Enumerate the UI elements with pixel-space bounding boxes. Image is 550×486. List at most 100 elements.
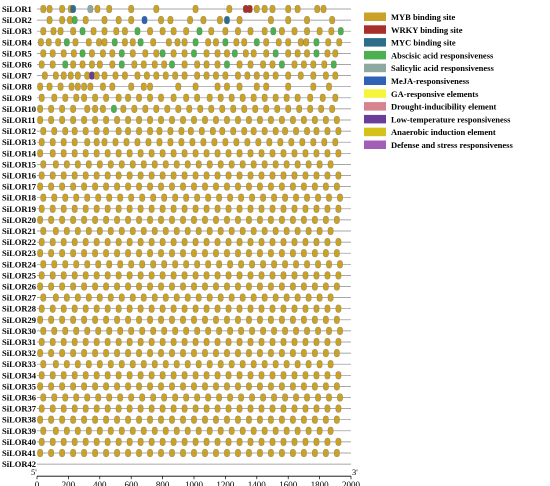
legend-swatch (364, 63, 386, 73)
cis-element-marker (301, 382, 307, 391)
cis-element-marker (163, 293, 169, 302)
gene-row: SiLOR5 (2, 48, 351, 58)
cis-element-marker (86, 38, 92, 47)
cis-element-marker (125, 93, 131, 102)
cis-element-marker (75, 426, 81, 435)
cis-element-marker (48, 382, 54, 391)
cis-element-marker (235, 71, 241, 80)
cis-element-marker (38, 138, 45, 147)
cis-element-marker (302, 338, 309, 346)
cis-element-marker (181, 38, 188, 47)
cis-element-marker (271, 393, 277, 402)
legend-swatch (364, 12, 386, 21)
cis-element-marker (323, 116, 329, 124)
cis-element-marker (104, 404, 111, 413)
cis-element-marker (257, 449, 263, 457)
cis-element-marker (274, 104, 280, 113)
cis-element-marker (70, 60, 76, 69)
cis-element-marker (137, 149, 144, 158)
cis-element-marker (169, 282, 175, 291)
cis-element-marker (214, 60, 221, 69)
cis-element-marker (304, 27, 310, 36)
cis-element-marker (216, 393, 222, 402)
cis-element-marker (260, 260, 266, 269)
cis-element-marker (335, 304, 342, 313)
cis-element-marker (158, 182, 164, 191)
cis-element-marker (194, 60, 200, 69)
cis-element-marker (313, 127, 320, 136)
cis-element-marker (315, 326, 321, 335)
cis-element-marker (192, 371, 199, 380)
cis-element-marker (159, 304, 166, 313)
cis-element-marker (214, 404, 221, 413)
cis-element-marker (246, 249, 252, 258)
cis-element-marker (260, 393, 266, 402)
cis-element-marker (246, 449, 252, 457)
cis-element-marker (48, 315, 54, 324)
cis-element-marker (64, 38, 70, 47)
cis-element-marker (170, 171, 177, 180)
cis-element-marker (126, 271, 133, 280)
cis-element-marker (324, 49, 331, 58)
cis-element-marker (263, 71, 269, 80)
cis-element-marker (332, 71, 339, 80)
cis-element-marker (170, 371, 177, 380)
gene-row: SiLOR8 (2, 82, 351, 92)
cis-element-marker (49, 138, 56, 147)
cis-element-marker (40, 193, 47, 202)
cis-element-marker (92, 182, 98, 191)
cis-element-marker (103, 93, 109, 102)
cis-element-marker (196, 27, 203, 36)
cis-element-marker (272, 93, 279, 102)
cis-element-marker (243, 49, 249, 58)
cis-element-marker (224, 282, 230, 291)
gene-row: SiLOR3 (2, 26, 351, 36)
cis-element-marker (203, 338, 210, 346)
cis-element-marker (316, 27, 323, 36)
cis-element-marker (236, 171, 243, 180)
cis-element-marker (92, 249, 98, 258)
cis-element-marker (203, 371, 210, 380)
cis-element-marker (40, 5, 47, 13)
cis-element-marker (326, 260, 332, 269)
gene-label: SiLOR5 (2, 48, 32, 58)
cis-element-marker (313, 437, 320, 446)
cis-element-marker (86, 360, 92, 369)
cis-element-marker (192, 238, 199, 247)
cis-element-marker (291, 60, 298, 69)
cis-element-marker (130, 426, 136, 435)
cis-element-marker (71, 338, 78, 346)
cis-element-marker (290, 215, 296, 224)
cis-element-marker (269, 371, 276, 380)
cis-element-marker (301, 449, 307, 457)
cis-element-marker (254, 38, 260, 47)
legend-item: MYC binding site (364, 38, 456, 48)
gene-row: SiLOR13 (2, 137, 351, 147)
cis-element-marker (224, 315, 230, 324)
cis-element-marker (184, 426, 191, 435)
gene-label: SiLOR24 (2, 259, 37, 269)
cis-element-marker (86, 160, 92, 169)
cis-element-marker (40, 127, 47, 136)
cis-element-marker (128, 393, 134, 402)
cis-element-marker (290, 382, 296, 391)
cis-element-marker (81, 415, 87, 424)
cis-element-marker (152, 160, 158, 169)
cis-element-marker (217, 426, 224, 435)
cis-element-marker (38, 271, 45, 280)
gene-label: SiLOR39 (2, 426, 36, 436)
cis-element-marker (189, 138, 196, 147)
cis-element-marker (202, 116, 208, 124)
cis-element-marker (59, 315, 65, 324)
cis-element-marker (236, 437, 243, 446)
gene-row: SiLOR15 (2, 159, 351, 169)
cis-element-marker (302, 371, 309, 380)
cis-element-marker (323, 449, 329, 457)
legend-label: WRKY binding site (391, 25, 463, 35)
cis-element-marker (260, 193, 266, 202)
cis-element-marker (115, 16, 122, 25)
cis-element-marker (148, 371, 155, 380)
cis-element-marker (227, 393, 233, 402)
cis-element-marker (181, 404, 188, 413)
cis-element-marker (257, 182, 263, 191)
